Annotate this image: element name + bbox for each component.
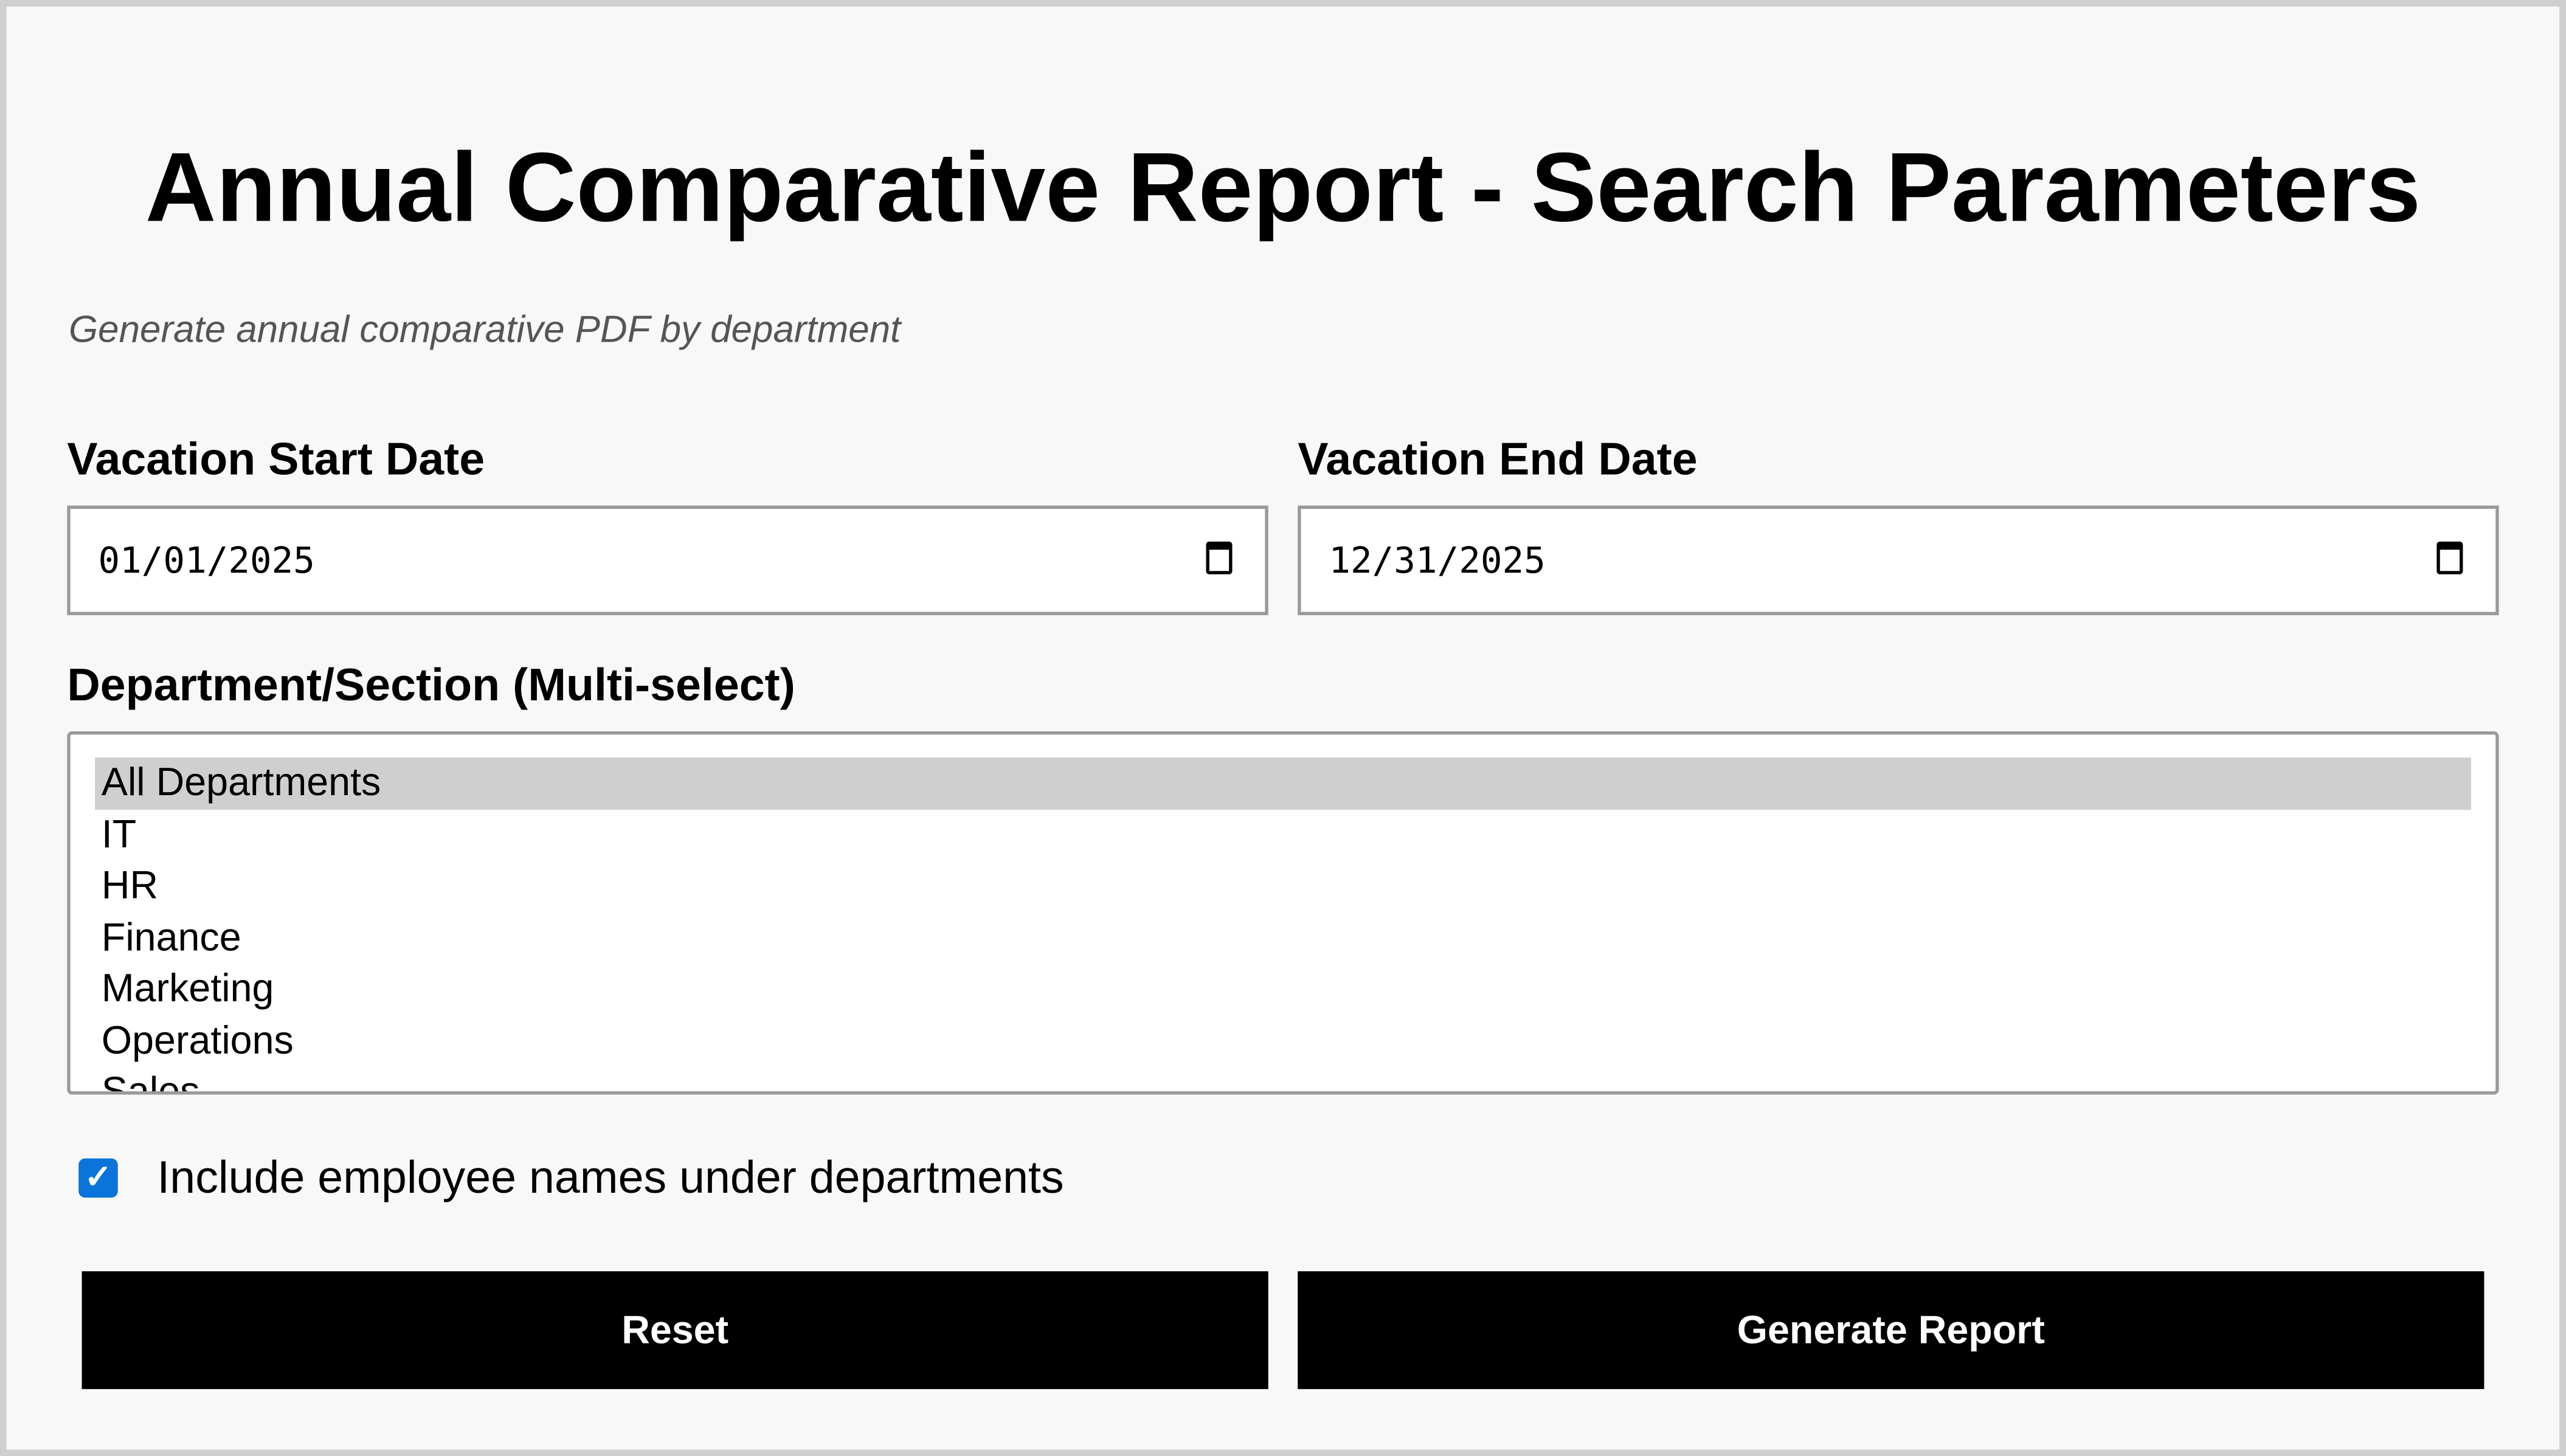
- option-operations[interactable]: Operations: [101, 1018, 294, 1063]
- reset-button[interactable]: Reset: [81, 1271, 1268, 1389]
- page-subtitle: Generate annual comparative PDF by depar…: [69, 307, 901, 350]
- form-page: Annual Comparative Report - Search Param…: [6, 6, 2560, 1450]
- end-date-value: 12/31/2025: [1329, 541, 1546, 583]
- start-date-value: 01/01/2025: [98, 541, 315, 583]
- option-hr[interactable]: HR: [101, 864, 159, 908]
- option-marketing[interactable]: Marketing: [101, 967, 274, 1012]
- option-all-departments[interactable]: All Departments: [95, 757, 2471, 809]
- page-title: Annual Comparative Report - Search Param…: [145, 132, 2421, 243]
- start-date-label: Vacation Start Date: [67, 433, 485, 485]
- start-date-input[interactable]: 01/01/2025: [67, 505, 1268, 615]
- include-names-label[interactable]: Include employee names under departments: [157, 1151, 1064, 1203]
- calendar-icon[interactable]: [2436, 541, 2463, 574]
- option-it[interactable]: IT: [101, 812, 137, 857]
- option-sales[interactable]: Sales: [101, 1070, 200, 1095]
- include-names-checkbox[interactable]: ✓: [78, 1158, 118, 1198]
- department-multiselect[interactable]: All Departments IT HR Finance Marketing …: [67, 731, 2499, 1095]
- end-date-label: Vacation End Date: [1298, 433, 1698, 485]
- department-label: Department/Section (Multi-select): [67, 659, 795, 711]
- option-finance[interactable]: Finance: [101, 915, 241, 960]
- generate-report-button[interactable]: Generate Report: [1298, 1271, 2485, 1389]
- calendar-icon[interactable]: [1206, 541, 1233, 574]
- end-date-input[interactable]: 12/31/2025: [1298, 505, 2499, 615]
